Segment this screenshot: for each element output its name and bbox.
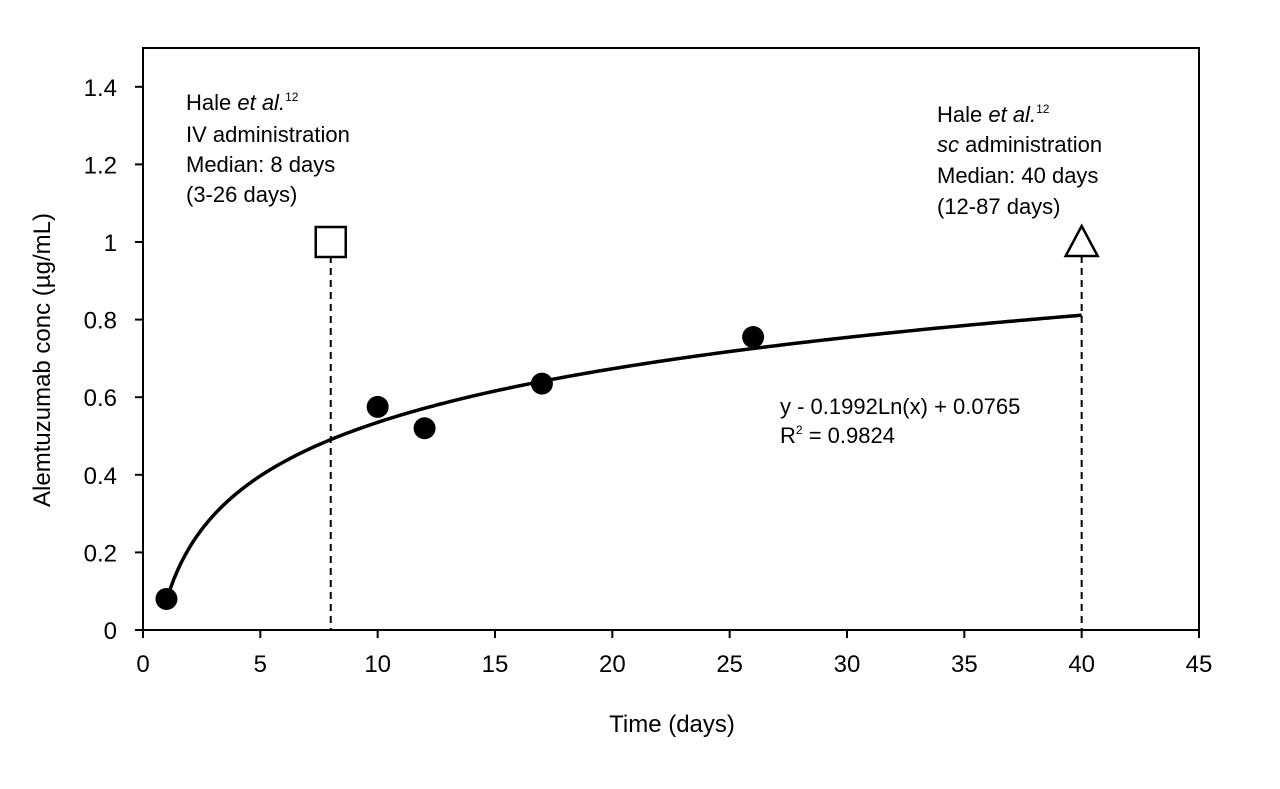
data-point bbox=[530, 372, 553, 395]
sc-annotation-line3: Median: 40 days bbox=[937, 163, 1098, 188]
y-tick-label: 1.4 bbox=[84, 75, 117, 102]
y-tick-label: 1 bbox=[104, 230, 117, 257]
fit-r2-value: = 0.9824 bbox=[803, 423, 895, 448]
sc-ref: 12 bbox=[1036, 102, 1050, 116]
fit-r2: R2 = 0.9824 bbox=[780, 423, 895, 448]
data-point bbox=[742, 326, 765, 349]
sc-annotation-line2: sc administration bbox=[937, 132, 1102, 157]
iv-etal: et al. bbox=[237, 90, 285, 115]
x-tick-label: 35 bbox=[951, 651, 978, 678]
fit-r2-sup: 2 bbox=[796, 423, 803, 437]
fit-equation: y - 0.1992Ln(x) + 0.0765 bbox=[780, 394, 1020, 419]
sc-route-rest: administration bbox=[959, 132, 1102, 157]
data-points bbox=[155, 326, 765, 610]
x-tick-label: 25 bbox=[716, 651, 743, 678]
sc-etal: et al. bbox=[988, 102, 1036, 127]
iv-author: Hale bbox=[186, 90, 237, 115]
y-tick-label: 0 bbox=[104, 618, 117, 645]
iv-annotation-line4: (3-26 days) bbox=[186, 182, 297, 207]
x-axis-title: Time (days) bbox=[609, 711, 735, 738]
x-tick-label: 20 bbox=[599, 651, 626, 678]
sc-annotation-line4: (12-87 days) bbox=[937, 194, 1061, 219]
y-axis-ticks: 0 0.2 0.4 0.6 0.8 1 1.2 1.4 bbox=[84, 75, 143, 645]
y-axis-title: Alemtuzumab conc (µg/mL) bbox=[29, 213, 56, 507]
x-tick-label: 10 bbox=[364, 651, 391, 678]
fit-r2-label: R bbox=[780, 423, 796, 448]
x-tick-label: 45 bbox=[1186, 651, 1213, 678]
y-tick-label: 0.6 bbox=[84, 385, 117, 412]
x-tick-label: 40 bbox=[1068, 651, 1095, 678]
plot-frame bbox=[142, 47, 1200, 631]
x-tick-label: 5 bbox=[254, 651, 267, 678]
iv-annotation-line1: Hale et al.12 bbox=[186, 90, 299, 115]
sc-median-marker bbox=[1063, 223, 1100, 258]
sc-author: Hale bbox=[937, 102, 988, 127]
iv-annotation-line3: Median: 8 days bbox=[186, 152, 335, 177]
sc-annotation-line1: Hale et al.12 bbox=[937, 102, 1050, 127]
reference-markers bbox=[314, 223, 1100, 259]
data-point bbox=[413, 417, 436, 440]
x-axis-ticks: 0 5 10 15 20 25 30 35 40 45 bbox=[136, 630, 1212, 678]
sc-route: sc bbox=[937, 132, 959, 157]
y-tick-label: 0.8 bbox=[84, 308, 117, 335]
x-tick-label: 30 bbox=[834, 651, 861, 678]
iv-median-marker bbox=[314, 225, 347, 259]
data-point bbox=[155, 587, 178, 610]
y-tick-label: 0.4 bbox=[84, 463, 117, 490]
iv-annotation-line2: IV administration bbox=[186, 122, 350, 147]
data-point bbox=[366, 395, 389, 418]
iv-ref: 12 bbox=[285, 90, 299, 104]
y-tick-label: 0.2 bbox=[84, 540, 117, 567]
x-tick-label: 0 bbox=[136, 651, 149, 678]
fit-curve bbox=[164, 313, 1082, 601]
x-tick-label: 15 bbox=[482, 651, 509, 678]
y-tick-label: 1.2 bbox=[84, 152, 117, 179]
median-dropdown-lines bbox=[329, 256, 1083, 630]
